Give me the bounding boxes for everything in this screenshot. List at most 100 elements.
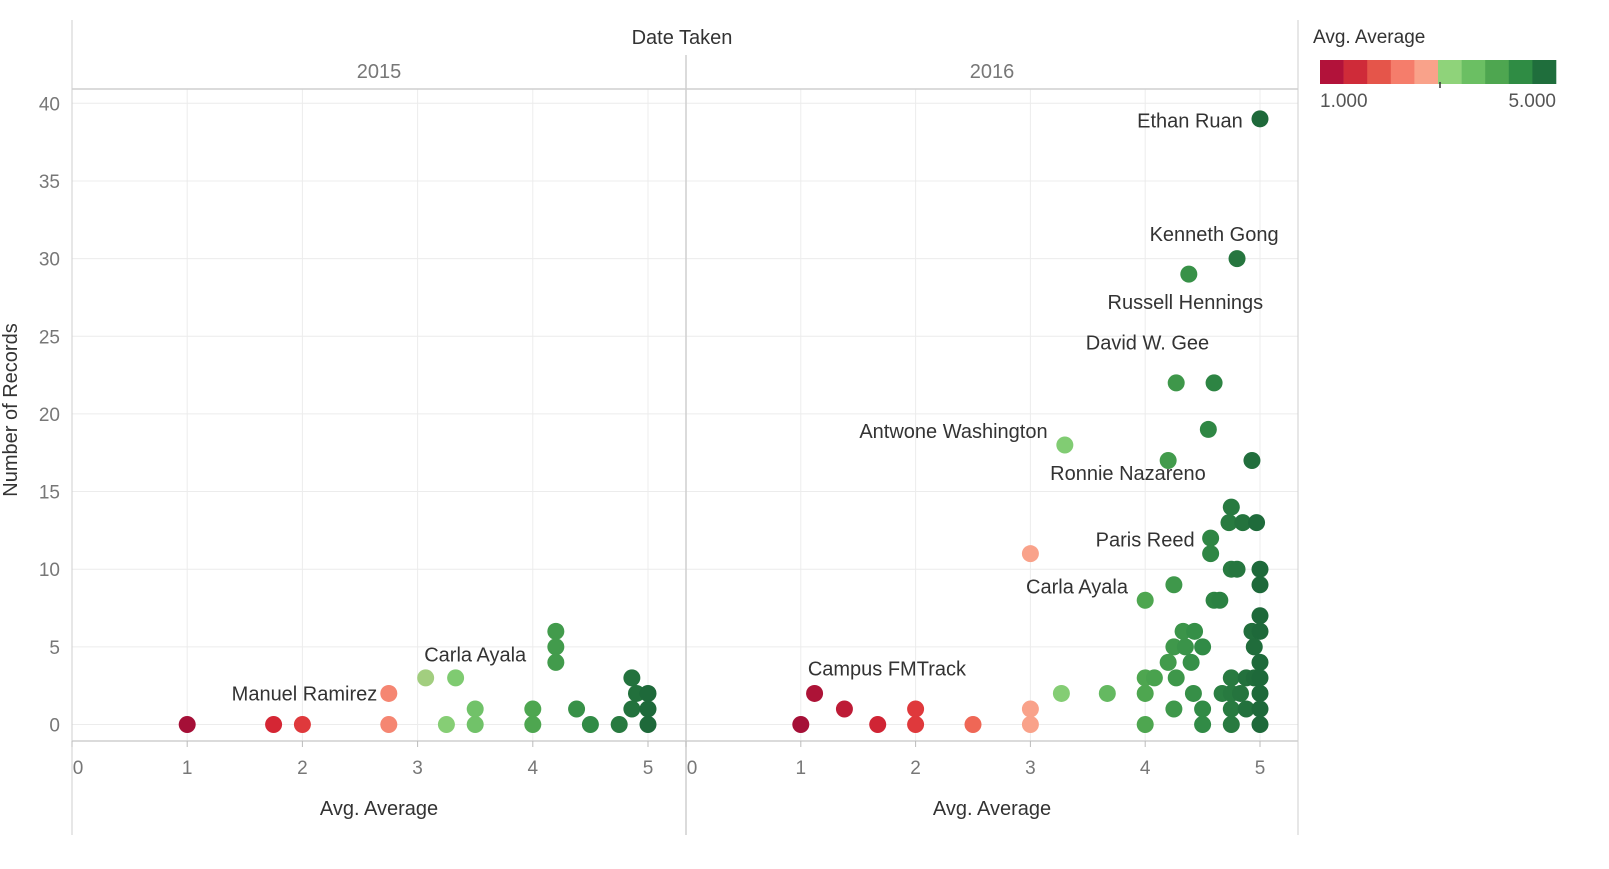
label-layer: Carla Ayala Manuel Ramirez Ethan Ruan Kenne… xyxy=(232,110,1279,705)
legend-max-label: 5.000 xyxy=(1508,91,1556,112)
data-point xyxy=(1243,451,1261,469)
mark-label: Carla Ayala xyxy=(1026,576,1129,598)
data-point xyxy=(417,669,435,687)
data-point xyxy=(639,684,657,702)
data-point xyxy=(293,716,311,733)
data-point xyxy=(568,700,586,718)
legend-swatch xyxy=(1461,60,1486,84)
x-tick-label: 3 xyxy=(412,758,423,779)
data-point xyxy=(524,700,542,718)
legend-swatch xyxy=(1390,60,1415,84)
data-point xyxy=(806,684,824,702)
data-point xyxy=(1180,265,1198,283)
x-tick-label: 4 xyxy=(1140,758,1151,779)
x-tick-label: 5 xyxy=(1255,758,1266,779)
data-point xyxy=(835,700,853,718)
tick-layer: 0 5 10 15 20 25 30 35 40 0 1 2 3 4 5 Avg. Average 0 1 2 3 4 5… xyxy=(39,94,1265,820)
mark-label: David W. Gee xyxy=(1086,332,1209,354)
point-layer xyxy=(178,110,1269,733)
pane-header-2015: 2015 xyxy=(357,61,402,83)
data-point xyxy=(639,700,657,718)
data-point xyxy=(1165,576,1183,594)
data-point xyxy=(1222,498,1240,516)
data-point xyxy=(623,700,641,718)
mark-label: Russell Hennings xyxy=(1108,292,1264,314)
legend-swatch xyxy=(1508,60,1533,84)
mark-label: Carla Ayala xyxy=(424,645,527,667)
x-tick-label: 1 xyxy=(796,758,807,779)
mark-label: Kenneth Gong xyxy=(1150,224,1279,246)
data-point xyxy=(964,716,982,733)
data-point xyxy=(1251,669,1269,687)
data-point xyxy=(1237,700,1255,718)
x-axis-title: Avg. Average xyxy=(933,798,1051,820)
data-point xyxy=(1167,374,1185,392)
data-point xyxy=(1021,716,1039,733)
data-point xyxy=(380,716,398,733)
data-point xyxy=(1056,436,1074,454)
x-tick-label: 3 xyxy=(1025,758,1036,779)
data-point xyxy=(1251,700,1269,718)
data-point xyxy=(581,716,599,733)
legend-min-label: 1.000 xyxy=(1320,91,1368,112)
x-tick-label: 5 xyxy=(643,758,654,779)
data-point xyxy=(907,716,925,733)
data-point xyxy=(1136,684,1154,702)
color-legend: Avg. Average 1.000 5.000 xyxy=(1313,27,1557,112)
mark-label: Antwone Washington xyxy=(859,421,1047,443)
pane-header-layer: 2015 2016 xyxy=(357,61,1015,83)
data-point xyxy=(1145,669,1163,687)
data-point xyxy=(447,669,465,687)
legend-swatch xyxy=(1485,60,1510,84)
data-point xyxy=(639,716,657,733)
data-point xyxy=(1202,545,1220,563)
x-tick-label: 0 xyxy=(687,758,698,779)
data-point xyxy=(1251,560,1269,578)
data-point xyxy=(1167,669,1185,687)
data-point xyxy=(1021,545,1039,563)
legend-swatches xyxy=(1320,60,1557,88)
mark-label: Ethan Ruan xyxy=(1137,110,1243,132)
data-point xyxy=(547,622,565,640)
y-axis-title: Number of Records xyxy=(0,323,22,496)
data-point xyxy=(1251,110,1269,128)
data-point xyxy=(792,716,810,733)
data-point xyxy=(623,669,641,687)
data-point xyxy=(1194,638,1212,656)
data-point xyxy=(1231,684,1249,702)
legend-swatch xyxy=(1320,60,1344,84)
data-point xyxy=(1211,591,1229,609)
legend-swatch xyxy=(1367,60,1392,84)
x-tick-label: 4 xyxy=(528,758,539,779)
legend-swatch xyxy=(1343,60,1368,84)
y-tick-label: 40 xyxy=(39,94,60,115)
data-point xyxy=(466,716,484,733)
x-tick-label: 0 xyxy=(73,758,84,779)
x-tick-label: 2 xyxy=(297,758,308,779)
data-point xyxy=(437,716,455,733)
grid-layer xyxy=(72,89,1298,741)
data-point xyxy=(1248,514,1266,532)
data-point xyxy=(1222,669,1240,687)
data-point xyxy=(1184,684,1202,702)
data-point xyxy=(1251,607,1269,625)
x-axis-title: Avg. Average xyxy=(320,798,438,820)
data-point xyxy=(524,716,542,733)
y-tick-label: 5 xyxy=(49,638,60,659)
data-point xyxy=(547,638,565,656)
data-point xyxy=(1136,591,1154,609)
x-tick-label: 2 xyxy=(910,758,921,779)
column-header-title: Date Taken xyxy=(632,27,733,49)
legend-swatch xyxy=(1414,60,1439,84)
frame-layer xyxy=(71,20,1299,835)
data-point xyxy=(610,716,628,733)
data-point xyxy=(1159,451,1177,469)
data-point xyxy=(1136,716,1154,733)
data-point xyxy=(178,716,196,733)
data-point xyxy=(1199,420,1217,438)
data-point xyxy=(1251,716,1269,733)
data-point xyxy=(1186,622,1204,640)
data-point xyxy=(907,700,925,718)
y-tick-label: 10 xyxy=(39,560,60,581)
